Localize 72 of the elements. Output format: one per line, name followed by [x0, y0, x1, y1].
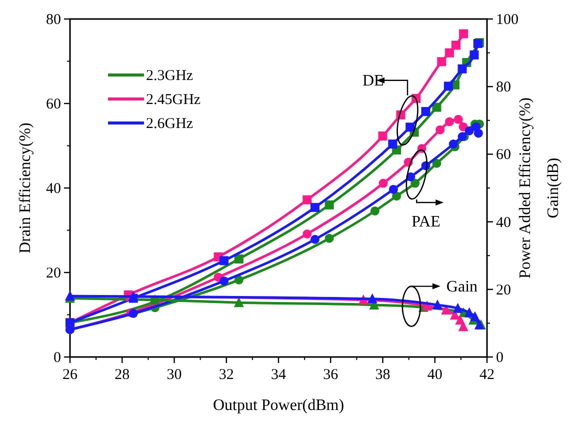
point	[444, 117, 454, 126]
point	[234, 275, 244, 284]
x-tick-label: 28	[114, 367, 130, 383]
x-tick-label: 26	[62, 367, 78, 383]
y-axis-title: Drain Efficiency(%)	[17, 122, 34, 254]
point	[220, 276, 229, 286]
point	[234, 254, 244, 264]
x-axis-title: Output Power(dBm)	[212, 397, 344, 414]
y-tick-label: 40	[46, 181, 61, 197]
y-tick-label: 20	[46, 266, 61, 282]
point	[459, 29, 468, 38]
point	[452, 302, 463, 313]
point	[437, 57, 446, 66]
point	[367, 293, 378, 304]
point	[310, 234, 320, 244]
y-tick-label: 80	[46, 12, 61, 28]
point	[474, 128, 483, 138]
point	[458, 64, 467, 74]
legend-label: 2.45GHz	[146, 92, 201, 108]
point	[370, 206, 380, 216]
x-tick-label: 38	[375, 367, 390, 383]
x-tick-label: 34	[271, 367, 286, 383]
point	[451, 40, 460, 50]
annotation: DE	[362, 72, 384, 90]
point	[410, 178, 420, 188]
x-tick-label: 36	[323, 367, 339, 383]
y2-tick-label: 0	[496, 350, 504, 366]
y2-tick-label: 100	[496, 12, 518, 28]
y2-tick-label: 40	[496, 214, 511, 231]
point	[454, 114, 463, 124]
point	[432, 102, 442, 112]
point	[432, 299, 442, 310]
point	[458, 321, 468, 332]
y-tick-label: 0	[54, 350, 61, 366]
y-tick-label: 60	[46, 96, 61, 112]
point	[324, 234, 334, 243]
point	[432, 158, 442, 168]
y2-axis-title: Power Added Efficiency(%) Gain(dB)	[517, 98, 562, 278]
x-tick-label: 32	[218, 367, 234, 383]
annotation: PAE	[412, 213, 440, 230]
point	[388, 184, 398, 194]
point	[406, 122, 415, 132]
point	[392, 192, 402, 201]
y2-tick-label: 60	[496, 147, 511, 164]
x-tick-label: 40	[427, 367, 442, 383]
point	[444, 82, 453, 91]
y2-tick-label: 80	[496, 80, 511, 96]
point	[448, 140, 458, 149]
point	[470, 50, 479, 60]
point	[470, 311, 480, 322]
point	[310, 202, 320, 212]
point	[378, 132, 388, 141]
point	[378, 178, 388, 188]
point	[436, 125, 445, 134]
annotation: Gain	[446, 278, 478, 296]
x-tick-label: 30	[166, 367, 182, 383]
point	[302, 195, 312, 204]
x-tick-label: 42	[480, 367, 494, 383]
point	[234, 297, 244, 308]
y2-tick-label: 20	[496, 282, 511, 298]
point	[128, 308, 138, 318]
legend-label: 2.6GHz	[146, 116, 194, 132]
point	[324, 200, 334, 210]
point	[464, 126, 474, 136]
point	[220, 256, 229, 266]
point	[444, 48, 454, 58]
point	[388, 140, 398, 149]
point	[441, 304, 452, 315]
legend-label: 2.3GHz	[146, 68, 194, 84]
point	[302, 229, 312, 238]
point	[128, 291, 138, 301]
point	[421, 107, 430, 116]
